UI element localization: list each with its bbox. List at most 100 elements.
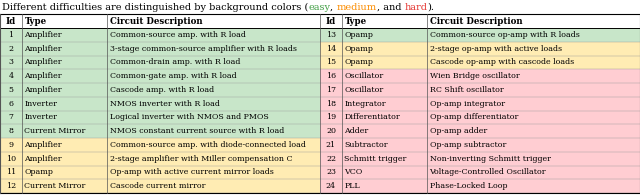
Text: Amplifier: Amplifier bbox=[24, 155, 62, 163]
Bar bbox=[0, 42, 320, 56]
Text: 17: 17 bbox=[326, 86, 336, 94]
Text: Integrator: Integrator bbox=[344, 100, 386, 108]
Bar bbox=[320, 111, 640, 124]
Bar bbox=[0, 83, 320, 97]
Bar bbox=[320, 166, 640, 179]
Bar bbox=[320, 124, 640, 138]
Text: Amplifier: Amplifier bbox=[24, 86, 62, 94]
Text: 6: 6 bbox=[8, 100, 13, 108]
Text: 15: 15 bbox=[326, 58, 336, 66]
Text: 4: 4 bbox=[8, 72, 13, 80]
Text: Inverter: Inverter bbox=[24, 113, 58, 121]
Text: Cascode op-amp with cascode loads: Cascode op-amp with cascode loads bbox=[429, 58, 573, 66]
Text: 2-stage op-amp with active loads: 2-stage op-amp with active loads bbox=[429, 45, 562, 53]
Text: Logical inverter with NMOS and PMOS: Logical inverter with NMOS and PMOS bbox=[109, 113, 268, 121]
Text: Amplifier: Amplifier bbox=[24, 58, 62, 66]
Bar bbox=[0, 97, 320, 111]
Text: Differentiator: Differentiator bbox=[344, 113, 400, 121]
Text: 3-stage common-source amplifier with R loads: 3-stage common-source amplifier with R l… bbox=[109, 45, 296, 53]
Text: Op-amp subtractor: Op-amp subtractor bbox=[429, 141, 506, 149]
Bar bbox=[0, 138, 320, 152]
Text: Cascode current mirror: Cascode current mirror bbox=[109, 182, 205, 190]
Text: Schmitt trigger: Schmitt trigger bbox=[344, 155, 407, 163]
Text: 5: 5 bbox=[8, 86, 13, 94]
Text: Id: Id bbox=[6, 17, 16, 26]
Text: Id: Id bbox=[326, 17, 336, 26]
Text: Opamp: Opamp bbox=[344, 31, 373, 39]
Text: Amplifier: Amplifier bbox=[24, 141, 62, 149]
Text: Opamp: Opamp bbox=[24, 168, 53, 176]
Bar bbox=[320, 56, 640, 69]
Text: Oscillator: Oscillator bbox=[344, 72, 384, 80]
Bar bbox=[0, 28, 320, 42]
Text: Common-source amp. with diode-connected load: Common-source amp. with diode-connected … bbox=[109, 141, 305, 149]
Text: hard: hard bbox=[404, 3, 428, 12]
Text: NMOS inverter with R load: NMOS inverter with R load bbox=[109, 100, 220, 108]
Text: Non-inverting Schmitt trigger: Non-inverting Schmitt trigger bbox=[429, 155, 550, 163]
Text: Op-amp differentiator: Op-amp differentiator bbox=[429, 113, 518, 121]
Text: easy: easy bbox=[308, 3, 330, 12]
Text: PLL: PLL bbox=[344, 182, 360, 190]
Text: Inverter: Inverter bbox=[24, 100, 58, 108]
Text: Current Mirror: Current Mirror bbox=[24, 182, 86, 190]
Bar bbox=[320, 138, 640, 152]
Bar bbox=[320, 69, 640, 83]
Text: 1: 1 bbox=[8, 31, 13, 39]
Text: 13: 13 bbox=[326, 31, 336, 39]
Text: Common-gate amp. with R load: Common-gate amp. with R load bbox=[109, 72, 236, 80]
Text: 22: 22 bbox=[326, 155, 336, 163]
Text: 21: 21 bbox=[326, 141, 336, 149]
Text: NMOS constant current source with R load: NMOS constant current source with R load bbox=[109, 127, 284, 135]
Text: 10: 10 bbox=[6, 155, 16, 163]
Text: 7: 7 bbox=[8, 113, 13, 121]
Text: 20: 20 bbox=[326, 127, 336, 135]
Text: 24: 24 bbox=[326, 182, 336, 190]
Text: Subtractor: Subtractor bbox=[344, 141, 388, 149]
Text: Op-amp integrator: Op-amp integrator bbox=[429, 100, 504, 108]
Text: Circuit Description: Circuit Description bbox=[429, 17, 522, 26]
Text: Different difficulties are distinguished by background colors (: Different difficulties are distinguished… bbox=[2, 2, 308, 12]
Bar bbox=[0, 179, 320, 193]
Text: 3: 3 bbox=[8, 58, 13, 66]
Bar bbox=[320, 152, 640, 166]
Text: Voltage-Controlled Oscillator: Voltage-Controlled Oscillator bbox=[429, 168, 546, 176]
Bar bbox=[0, 124, 320, 138]
Text: Cascode amp. with R load: Cascode amp. with R load bbox=[109, 86, 214, 94]
Text: Adder: Adder bbox=[344, 127, 369, 135]
Bar bbox=[0, 152, 320, 166]
Text: 9: 9 bbox=[8, 141, 13, 149]
Text: Amplifier: Amplifier bbox=[24, 72, 62, 80]
Text: Oscillator: Oscillator bbox=[344, 86, 384, 94]
Text: Common-drain amp. with R load: Common-drain amp. with R load bbox=[109, 58, 240, 66]
Text: Type: Type bbox=[344, 17, 367, 26]
Text: RC Shift oscillator: RC Shift oscillator bbox=[429, 86, 503, 94]
Text: Amplifier: Amplifier bbox=[24, 31, 62, 39]
Bar bbox=[320, 28, 640, 42]
Text: Current Mirror: Current Mirror bbox=[24, 127, 86, 135]
Text: 19: 19 bbox=[326, 113, 336, 121]
Bar bbox=[320, 97, 640, 111]
Text: Op-amp with active current mirror loads: Op-amp with active current mirror loads bbox=[109, 168, 273, 176]
Bar bbox=[0, 14, 640, 28]
Bar bbox=[0, 56, 320, 69]
Bar bbox=[320, 179, 640, 193]
Bar bbox=[320, 83, 640, 97]
Text: , and: , and bbox=[377, 3, 404, 12]
Text: ,: , bbox=[330, 3, 337, 12]
Text: 23: 23 bbox=[326, 168, 336, 176]
Text: 2-stage amplifier with Miller compensation C: 2-stage amplifier with Miller compensati… bbox=[109, 155, 292, 163]
Text: 14: 14 bbox=[326, 45, 336, 53]
Bar bbox=[0, 69, 320, 83]
Text: 2: 2 bbox=[8, 45, 13, 53]
Text: Circuit Description: Circuit Description bbox=[109, 17, 202, 26]
Text: Phase-Locked Loop: Phase-Locked Loop bbox=[429, 182, 507, 190]
Bar bbox=[320, 42, 640, 56]
Bar bbox=[0, 166, 320, 179]
Text: 12: 12 bbox=[6, 182, 16, 190]
Text: Common-source op-amp with R loads: Common-source op-amp with R loads bbox=[429, 31, 579, 39]
Bar bbox=[0, 111, 320, 124]
Text: 8: 8 bbox=[8, 127, 13, 135]
Text: 11: 11 bbox=[6, 168, 16, 176]
Text: Common-source amp. with R load: Common-source amp. with R load bbox=[109, 31, 245, 39]
Text: Op-amp adder: Op-amp adder bbox=[429, 127, 487, 135]
